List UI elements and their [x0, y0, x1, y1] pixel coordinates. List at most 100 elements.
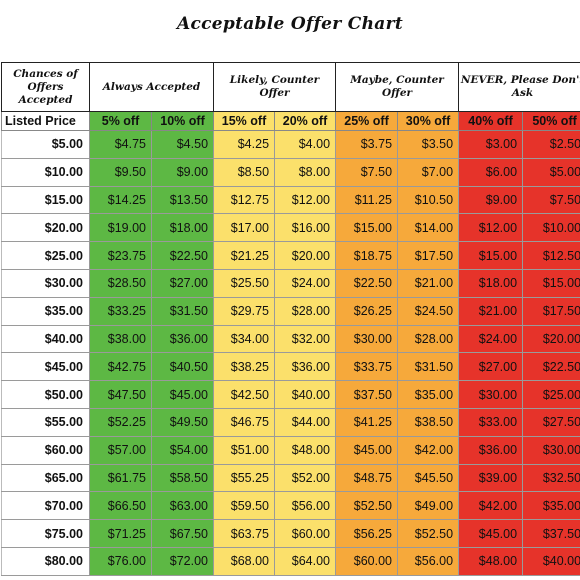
offer-price-cell: $5.00 [522, 157, 580, 187]
offer-price-cell: $37.50 [335, 380, 399, 409]
offer-price-cell: $30.00 [522, 435, 580, 465]
offer-price-cell: $4.25 [213, 130, 276, 159]
offer-price-cell: $3.50 [397, 130, 460, 159]
offer-price-cell: $61.75 [89, 463, 152, 493]
offer-price-cell: $56.00 [274, 491, 337, 521]
offer-price-cell: $66.50 [89, 491, 152, 521]
offer-price-cell: $18.00 [150, 213, 215, 243]
chart-title: Acceptable Offer Chart [177, 14, 403, 34]
offer-price-cell: $55.25 [213, 463, 276, 493]
listed-price-cell: $35.00 [1, 296, 90, 326]
table-row: $30.00 $28.50 $27.00 $25.50 $24.00 $22.50 $21.… [1, 268, 580, 298]
offer-price-cell: $48.00 [274, 435, 337, 465]
offer-price-cell: $11.25 [335, 185, 399, 215]
offer-price-cell: $2.50 [522, 130, 580, 159]
table-row: $65.00 $61.75 $58.50 $55.25 $52.00 $48.75 $45.… [1, 463, 580, 493]
offer-price-cell: $67.50 [150, 519, 215, 548]
offer-price-cell: $56.25 [335, 519, 399, 548]
offer-price-cell: $24.00 [458, 324, 524, 354]
offer-price-cell: $12.00 [458, 213, 524, 243]
offer-price-cell: $27.00 [458, 352, 524, 382]
offer-price-cell: $32.50 [522, 463, 580, 493]
offer-price-cell: $21.25 [213, 241, 276, 270]
offer-price-cell: $52.25 [89, 407, 152, 437]
offer-price-cell: $7.50 [335, 157, 399, 187]
offer-price-cell: $20.00 [274, 241, 337, 270]
listed-price-header: Listed Price [1, 111, 90, 131]
offer-price-cell: $30.00 [335, 324, 399, 354]
table-row: $50.00 $47.50 $45.00 $42.50 $40.00 $37.50 $35.… [1, 380, 580, 409]
offer-price-cell: $22.50 [335, 268, 399, 298]
offer-price-cell: $3.75 [335, 130, 399, 159]
group-never: NEVER, Please Don't Ask [458, 62, 580, 112]
offer-price-cell: $76.00 [89, 546, 152, 576]
offer-price-cell: $71.25 [89, 519, 152, 548]
offer-price-cell: $37.50 [522, 519, 580, 548]
offer-price-cell: $44.00 [274, 407, 337, 437]
offer-price-cell: $3.00 [458, 130, 524, 159]
offer-price-cell: $12.00 [274, 185, 337, 215]
offer-price-cell: $8.50 [213, 157, 276, 187]
offer-price-cell: $40.50 [150, 352, 215, 382]
offer-price-cell: $68.00 [213, 546, 276, 576]
offer-price-cell: $49.00 [397, 491, 460, 521]
table-row: $55.00 $52.25 $49.50 $46.75 $44.00 $41.25 $38.… [1, 407, 580, 437]
discount-header: 5% off [89, 111, 152, 131]
offer-price-cell: $42.00 [458, 491, 524, 521]
listed-price-cell: $50.00 [1, 380, 90, 409]
offer-price-cell: $72.00 [150, 546, 215, 576]
offer-price-cell: $42.75 [89, 352, 152, 382]
offer-price-cell: $9.50 [89, 157, 152, 187]
offer-price-cell: $25.50 [213, 268, 276, 298]
offer-price-cell: $54.00 [150, 435, 215, 465]
group-maybe-counter: Maybe, Counter Offer [335, 62, 460, 112]
offer-price-cell: $25.00 [522, 380, 580, 409]
offer-price-cell: $28.00 [397, 324, 460, 354]
offer-price-cell: $9.00 [150, 157, 215, 187]
offer-price-cell: $33.75 [335, 352, 399, 382]
offer-price-cell: $10.00 [522, 213, 580, 243]
table-row: $10.00 $9.50 $9.00 $8.50 $8.00 $7.50 $7.00 $6.0… [1, 157, 580, 187]
offer-price-cell: $45.00 [335, 435, 399, 465]
listed-price-cell: $60.00 [1, 435, 90, 465]
offer-price-cell: $45.00 [458, 519, 524, 548]
offer-price-cell: $26.25 [335, 296, 399, 326]
offer-price-cell: $64.00 [274, 546, 337, 576]
discount-header: 10% off [150, 111, 215, 131]
offer-price-cell: $4.00 [274, 130, 337, 159]
offer-price-cell: $22.50 [522, 352, 580, 382]
offer-price-cell: $29.75 [213, 296, 276, 326]
offer-price-cell: $31.50 [397, 352, 460, 382]
offer-price-cell: $30.00 [458, 380, 524, 409]
offer-price-cell: $33.25 [89, 296, 152, 326]
offer-price-cell: $52.50 [397, 519, 460, 548]
offer-price-cell: $4.50 [150, 130, 215, 159]
offer-price-cell: $42.50 [213, 380, 276, 409]
offer-price-cell: $15.00 [458, 241, 524, 270]
listed-price-cell: $65.00 [1, 463, 90, 493]
table-row: $45.00 $42.75 $40.50 $38.25 $36.00 $33.75 $31.… [1, 352, 580, 382]
offer-price-cell: $20.00 [522, 324, 580, 354]
offer-price-cell: $27.00 [150, 268, 215, 298]
offer-price-cell: $59.50 [213, 491, 276, 521]
offer-price-cell: $60.00 [274, 519, 337, 548]
table-row: $35.00 $33.25 $31.50 $29.75 $28.00 $26.25 $24.… [1, 296, 580, 326]
offer-price-cell: $21.00 [458, 296, 524, 326]
offer-price-cell: $32.00 [274, 324, 337, 354]
offer-price-cell: $45.50 [397, 463, 460, 493]
offer-price-cell: $4.75 [89, 130, 152, 159]
group-always-accepted: Always Accepted [88, 62, 215, 112]
offer-price-cell: $56.00 [397, 546, 460, 576]
offer-price-cell: $18.00 [458, 268, 524, 298]
offer-price-cell: $63.00 [150, 491, 215, 521]
offer-price-cell: $52.50 [335, 491, 399, 521]
offer-price-cell: $35.00 [397, 380, 460, 409]
listed-price-cell: $15.00 [1, 185, 90, 215]
offer-price-cell: $10.50 [397, 185, 460, 215]
offer-price-cell: $63.75 [213, 519, 276, 548]
listed-price-cell: $20.00 [1, 213, 90, 243]
table-row: $70.00 $66.50 $63.00 $59.50 $56.00 $52.50 $49.… [1, 491, 580, 521]
offer-price-cell: $49.50 [150, 407, 215, 437]
offer-price-cell: $57.00 [89, 435, 152, 465]
offer-price-cell: $33.00 [458, 407, 524, 437]
